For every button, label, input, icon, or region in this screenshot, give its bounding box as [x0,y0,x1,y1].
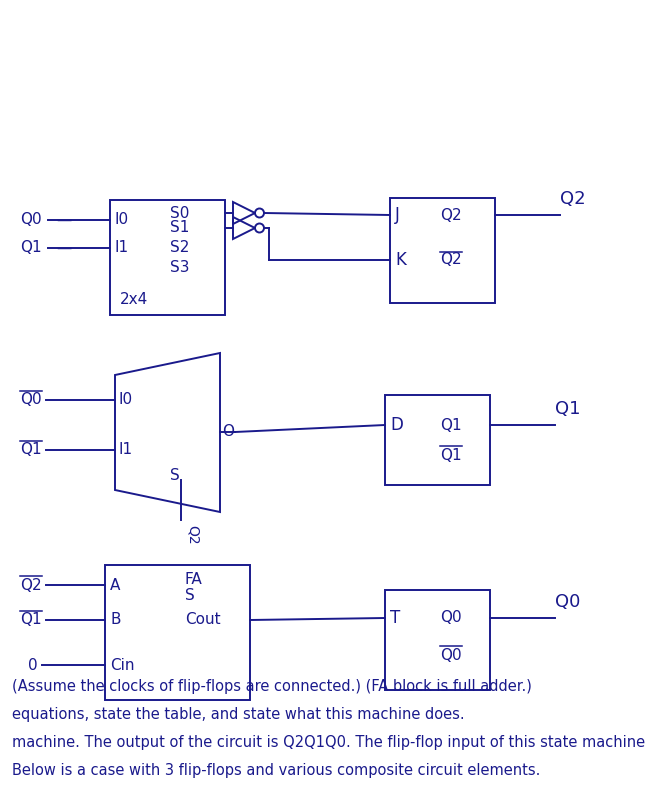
Text: Q2: Q2 [186,525,200,545]
Bar [390,198,495,303]
Text: machine. The output of the circuit is Q2Q1Q0. The flip-flop input of this state : machine. The output of the circuit is Q2… [12,735,645,750]
Text: Q2: Q2 [560,190,586,208]
Text: S0: S0 [170,206,189,220]
Text: S2: S2 [170,240,189,256]
Bar [385,395,490,485]
Text: Q2: Q2 [440,252,461,268]
Text: S3: S3 [170,260,190,276]
Text: T: T [390,609,400,627]
Bar [385,590,490,690]
Bar [110,200,225,315]
Text: S: S [170,468,180,482]
Text: Cout: Cout [185,613,221,627]
Text: D: D [390,416,403,434]
Text: Q2: Q2 [440,207,461,223]
Text: Q0: Q0 [20,212,42,227]
Text: Q0: Q0 [440,610,461,626]
Text: (Assume the clocks of flip-flops are connected.) (FA block is full adder.): (Assume the clocks of flip-flops are con… [12,678,532,694]
Text: Q0: Q0 [440,647,461,662]
Text: K: K [395,251,406,269]
Text: 0: 0 [28,658,38,673]
Text: I1: I1 [119,442,133,457]
Text: O: O [222,425,234,440]
Text: Q1: Q1 [20,240,42,256]
Text: Q1: Q1 [440,448,461,462]
Text: I1: I1 [114,240,128,256]
Text: 2x4: 2x4 [120,292,148,308]
Text: A: A [110,578,121,593]
Text: J: J [395,206,400,224]
Text: S: S [185,587,195,602]
Text: —: — [56,240,71,256]
Text: Q1: Q1 [555,400,581,418]
Text: I0: I0 [119,392,133,408]
Text: Below is a case with 3 flip-flops and various composite circuit elements.: Below is a case with 3 flip-flops and va… [12,763,540,778]
Text: equations, state the table, and state what this machine does.: equations, state the table, and state wh… [12,706,465,722]
Text: Q1: Q1 [20,442,42,457]
Text: Q2: Q2 [20,578,42,593]
Text: FA: FA [185,573,203,587]
Text: B: B [110,613,121,627]
Text: Q0: Q0 [555,593,581,611]
Text: S1: S1 [170,220,189,235]
Text: I0: I0 [114,212,128,227]
Bar [105,565,250,700]
Text: Q1: Q1 [440,417,461,433]
Text: Cin: Cin [110,658,134,673]
Text: Q1: Q1 [20,613,42,627]
Text: —: — [56,212,71,227]
Text: Q0: Q0 [20,392,42,408]
